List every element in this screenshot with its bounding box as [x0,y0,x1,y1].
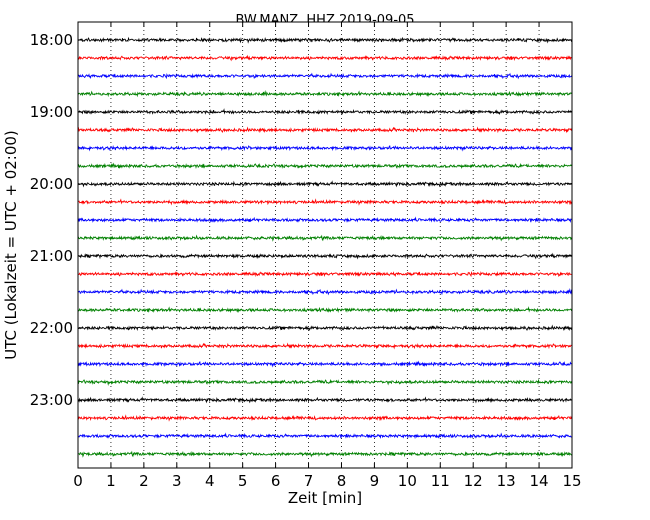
trace-2030 [77,216,573,223]
plot-area [78,22,572,468]
x-tick-label: 14 [530,472,549,490]
y-tick-label: 18:00 [30,31,73,49]
trace-1815 [77,54,573,62]
x-tick-label: 13 [497,472,516,490]
trace-2300 [77,396,573,404]
y-axis-label: UTC (Lokalzeit = UTC + 02:00) [2,130,20,360]
trace-1800 [77,36,573,44]
trace-2330 [77,432,573,440]
trace-1900 [77,108,573,116]
x-tick-label: 15 [562,472,581,490]
x-tick-label: 12 [464,472,483,490]
trace-1830 [77,72,573,80]
trace-1930 [77,145,573,152]
trace-2015 [77,198,573,206]
trace-2245 [77,378,573,386]
x-tick-label: 10 [398,472,417,490]
x-tick-label: 8 [337,472,347,490]
y-tick-label: 22:00 [30,319,73,337]
y-tick-label: 19:00 [30,103,73,121]
trace-2130 [77,288,573,296]
y-tick-label: 23:00 [30,391,73,409]
trace-2000 [77,180,573,188]
x-tick-label: 1 [106,472,116,490]
trace-2215 [77,342,573,350]
trace-2100 [77,252,573,260]
x-tick-label: 3 [172,472,182,490]
trace-2345 [77,450,573,458]
y-tick-label: 20:00 [30,175,73,193]
x-tick-label: 2 [139,472,149,490]
x-tick-label: 11 [431,472,450,490]
trace-2200 [77,324,573,332]
trace-1915 [77,126,573,134]
x-tick-label: 4 [205,472,215,490]
x-tick-label: 9 [370,472,380,490]
trace-1945 [77,162,573,170]
traces [77,36,573,458]
trace-2230 [77,360,573,368]
trace-2045 [77,234,573,242]
plot-frame [77,21,573,469]
trace-2315 [77,414,573,422]
axis-ticks: 0 1 2 3 4 5 6 7 8 9 10 11 12 13 14 1518:0019:0020:0021:… [30,22,582,490]
x-tick-label: 5 [238,472,248,490]
y-tick-label: 21:00 [30,247,73,265]
trace-2115 [77,271,573,278]
trace-2145 [77,306,573,314]
trace-1845 [77,90,573,98]
x-tick-label: 0 [73,472,83,490]
x-tick-label: 7 [304,472,314,490]
x-tick-label: 6 [271,472,281,490]
x-axis-label: Zeit [min] [288,489,362,507]
